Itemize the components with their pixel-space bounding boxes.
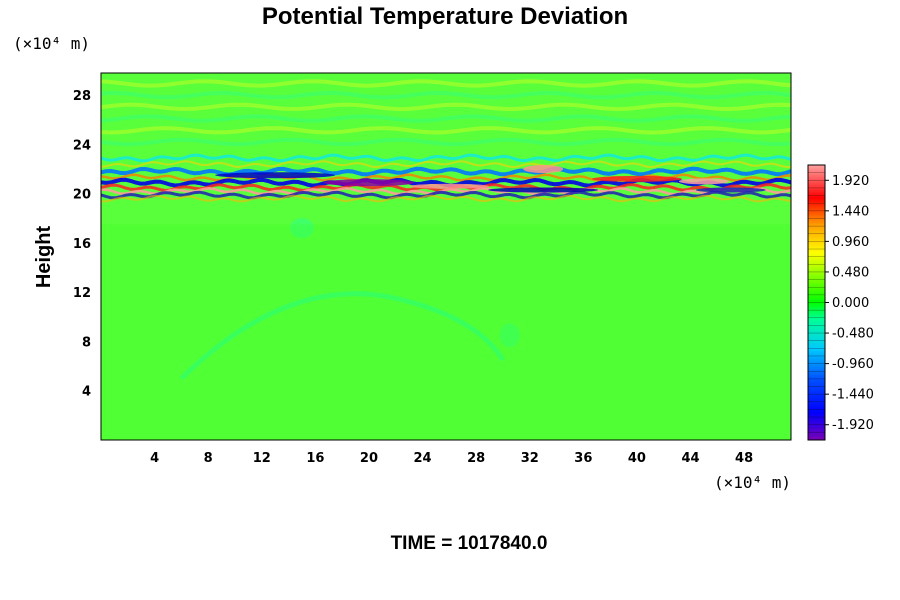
y-tick-label: 16 [73, 237, 91, 252]
upper-wave-band [101, 90, 791, 100]
y-tick-label: 8 [82, 335, 91, 350]
tropopause-blob [409, 183, 490, 189]
x-tick-label: 32 [521, 451, 539, 466]
upper-wave-band [101, 114, 791, 123]
tropopause-blob [695, 187, 766, 193]
tropopause-band [101, 194, 791, 203]
x-tick-label: 16 [306, 451, 324, 466]
x-ticks: 4 8 12 16 20 24 28 32 36 40 44 48 [150, 451, 753, 466]
colorbar-tick-label: -0.480 [832, 327, 874, 342]
colorbar-tick-label: -0.960 [832, 357, 874, 372]
colorbar-frame [807, 164, 826, 441]
colorbar-tick-label: 1.920 [832, 174, 869, 189]
tropopause-band [101, 173, 791, 182]
tropopause-band [101, 153, 791, 163]
y-tick-label: 20 [73, 188, 91, 203]
tropopause-blob [523, 165, 564, 174]
tropopause-blob [591, 175, 682, 182]
upper-wave-band [101, 126, 791, 135]
tropopause-blob [488, 187, 599, 193]
x-tick-label: 40 [628, 451, 646, 466]
tropopause-band [101, 190, 791, 200]
colorbar: 1.920 1.440 0.960 0.480 0.000 -0.480 -0.960 -1.… [807, 164, 874, 441]
y-unit-label: (×10⁴ m) [13, 34, 90, 53]
y-tick-label: 4 [82, 385, 91, 400]
x-tick-label: 48 [735, 451, 753, 466]
x-tick-label: 8 [204, 451, 213, 466]
x-tick-label: 24 [414, 451, 432, 466]
tropopause-band [101, 166, 791, 177]
lower-field-tint [101, 224, 791, 440]
x-tick-label: 4 [150, 451, 159, 466]
upper-wave-band [101, 137, 791, 147]
plot-frame [100, 72, 792, 441]
y-axis-label: Height [33, 226, 55, 289]
colorbar-tick-label: 0.960 [832, 235, 869, 250]
x-tick-label: 28 [467, 451, 485, 466]
plot-area [101, 73, 791, 440]
colorbar-tick-label: 0.000 [832, 296, 869, 311]
time-label: TIME = 1017840.0 [391, 533, 548, 554]
lower-eddy [289, 218, 314, 239]
lower-arc [179, 291, 506, 381]
upper-wave-band [101, 79, 791, 88]
colorbar-tick-label: -1.920 [832, 418, 874, 433]
tropopause-blob [678, 178, 729, 185]
chart-title: Potential Temperature Deviation [262, 3, 628, 30]
colorbar-tick-label: 0.480 [832, 265, 869, 280]
lower-eddy [499, 323, 520, 348]
x-tick-label: 36 [574, 451, 592, 466]
x-tick-label: 44 [681, 451, 699, 466]
colorbar-tick-label: 1.440 [832, 204, 869, 219]
x-tick-label: 20 [360, 451, 378, 466]
y-tick-label: 12 [73, 286, 91, 301]
tropopause-blob [323, 179, 414, 187]
x-unit-label: (×10⁴ m) [714, 473, 791, 492]
tropopause-band [101, 160, 791, 169]
upper-wave-band [101, 102, 791, 112]
x-tick-label: 12 [253, 451, 271, 466]
y-tick-label: 24 [73, 138, 91, 153]
colorbar-tick-label: -1.440 [832, 388, 874, 403]
tropopause-blob [215, 172, 336, 179]
y-tick-label: 28 [73, 89, 91, 104]
y-ticks: 4 8 12 16 20 24 28 [73, 89, 91, 400]
